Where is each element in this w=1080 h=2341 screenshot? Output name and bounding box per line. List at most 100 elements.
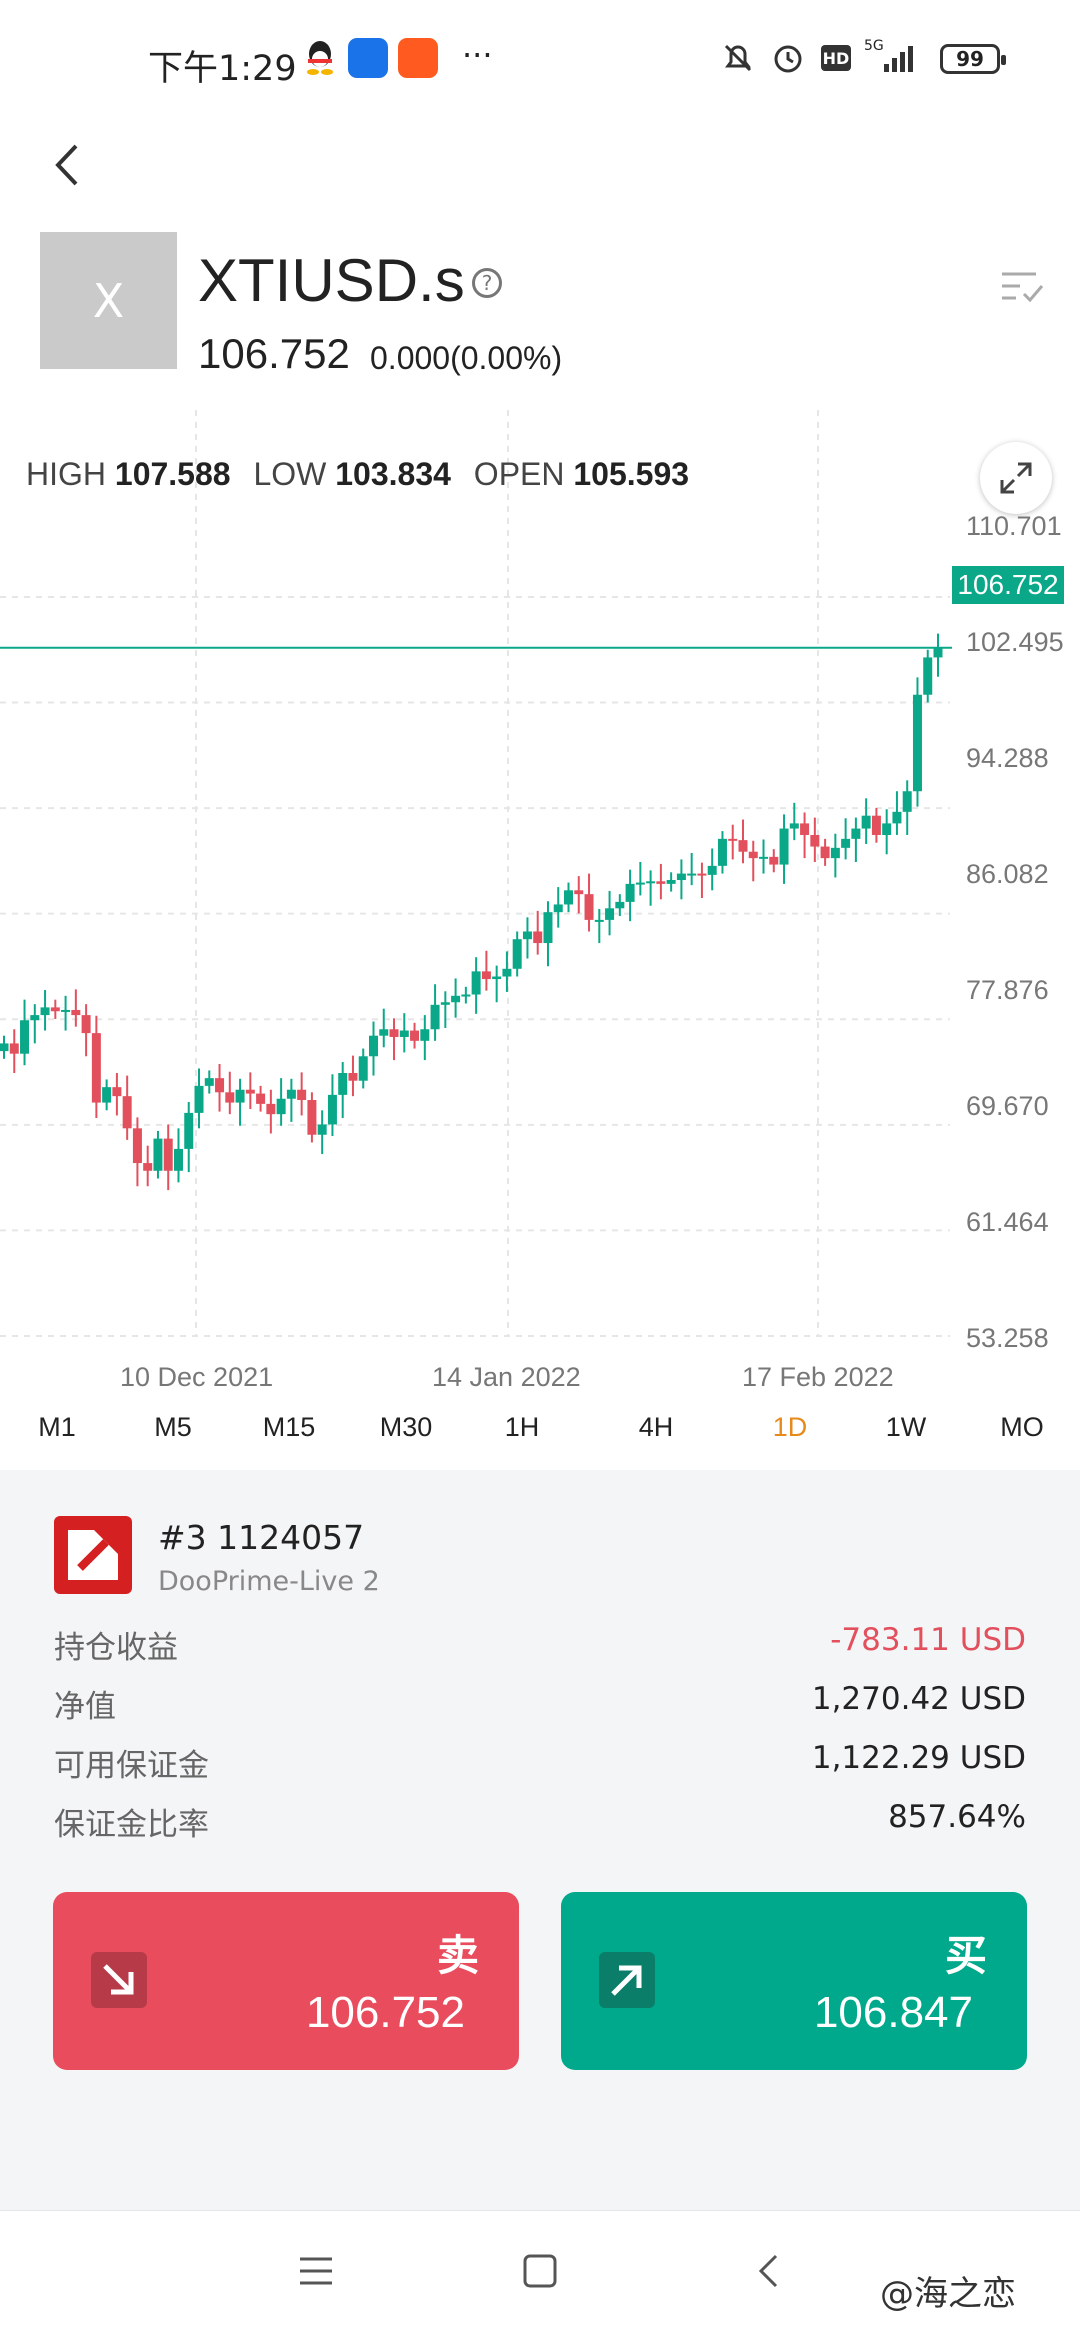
current-price-tag: 106.752	[952, 566, 1064, 604]
candle-body	[769, 856, 779, 865]
instrument-price: 106.752	[198, 330, 350, 377]
account-server: DooPrime-Live 2	[158, 1566, 380, 1597]
back-button[interactable]	[48, 140, 88, 190]
candle-body	[533, 931, 543, 944]
chart-area[interactable]	[0, 410, 1080, 1470]
candle-body	[687, 873, 697, 876]
candle-body	[122, 1096, 132, 1129]
menu-icon[interactable]	[298, 2255, 334, 2291]
y-tick: 86.082	[966, 859, 1049, 889]
timeframe-mo[interactable]: MO	[1000, 1412, 1044, 1442]
candle-body	[522, 931, 532, 940]
fullscreen-button[interactable]	[980, 442, 1052, 514]
status-bar: 下午1:29 ··· HD 5G 99	[0, 0, 1080, 120]
candle-body	[338, 1072, 348, 1095]
candle-body	[379, 1029, 389, 1036]
status-more: ···	[462, 36, 493, 74]
back-nav-icon[interactable]	[756, 2253, 780, 2293]
candle-body	[194, 1085, 204, 1113]
margin-level-label: 保证金比率	[54, 1807, 209, 1843]
candle-body	[564, 890, 574, 905]
timeframe-1h[interactable]: 1H	[504, 1412, 540, 1442]
timeframe-m15[interactable]: M15	[262, 1412, 316, 1442]
candle-body	[830, 847, 840, 859]
candle-body	[215, 1078, 225, 1093]
candlestick-chart[interactable]	[0, 410, 1080, 1470]
expand-icon	[1000, 462, 1032, 494]
candle-body	[861, 815, 871, 829]
high-label: HIGH	[26, 456, 106, 492]
candle-body	[112, 1087, 122, 1097]
candle-body	[71, 1009, 81, 1016]
x-tick: 17 Feb 2022	[742, 1362, 894, 1392]
candle-body	[625, 883, 635, 902]
instrument-header	[0, 120, 1080, 410]
candle-body	[461, 994, 471, 997]
candle-body	[789, 823, 799, 829]
candle-body	[656, 881, 666, 884]
candle-body	[0, 1043, 9, 1052]
instrument-change: 0.000(0.00%)	[370, 340, 563, 376]
candle-body	[820, 846, 830, 859]
floating-pnl-value: -783.11 USD	[830, 1622, 1026, 1658]
margin-level-value: 857.64%	[888, 1799, 1026, 1835]
candle-body	[676, 873, 686, 881]
taobao-icon	[398, 38, 438, 78]
y-tick: 69.670	[966, 1091, 1049, 1121]
candle-body	[933, 647, 943, 658]
arrow-down-right-icon	[91, 1952, 147, 2008]
candle-body	[502, 968, 512, 977]
arrow-up-right-icon	[599, 1952, 655, 2008]
timeframe-4h[interactable]: 4H	[638, 1412, 674, 1442]
candle-body	[738, 840, 748, 852]
candle-body	[410, 1030, 420, 1041]
hd-icon: HD	[818, 38, 854, 78]
signal-icon: 5G	[862, 38, 926, 78]
candle-body	[368, 1035, 378, 1057]
low-label: LOW	[253, 456, 327, 492]
candle-body	[707, 865, 717, 875]
buy-button[interactable]: 买 106.847	[561, 1892, 1027, 2070]
candle-body	[635, 882, 645, 885]
candle-body	[143, 1163, 153, 1171]
y-tick: 110.701	[966, 511, 1062, 541]
broker-logo	[54, 1516, 132, 1594]
sell-price: 106.752	[305, 1988, 465, 2037]
candle-body	[902, 791, 912, 812]
help-icon[interactable]: ?	[472, 268, 502, 298]
candle-body	[594, 919, 604, 922]
candle-body	[841, 838, 851, 848]
candle-body	[399, 1030, 409, 1037]
timeframe-m5[interactable]: M5	[154, 1412, 192, 1442]
home-icon[interactable]	[522, 2253, 558, 2293]
sell-label: 卖	[436, 1931, 479, 1980]
candle-body	[225, 1092, 235, 1103]
battery-indicator: 99	[940, 44, 1006, 74]
free-margin-label: 可用保证金	[54, 1748, 209, 1784]
y-tick: 61.464	[966, 1207, 1049, 1237]
candle-body	[574, 890, 584, 895]
checklist-icon[interactable]	[1000, 268, 1044, 308]
timeframe-m30[interactable]: M30	[379, 1412, 433, 1442]
y-tick: 102.495	[966, 627, 1064, 657]
buy-label: 买	[944, 1931, 987, 1980]
timeframe-1d[interactable]: 1D	[772, 1412, 808, 1442]
candle-body	[430, 1004, 440, 1030]
qq-icon	[300, 38, 340, 78]
candle-body	[440, 1002, 450, 1005]
candle-body	[102, 1087, 112, 1103]
candle-body	[871, 815, 881, 835]
candle-body	[173, 1148, 183, 1171]
candle-body	[492, 976, 502, 980]
open-label: OPEN	[473, 456, 565, 492]
candle-body	[204, 1078, 214, 1086]
candle-body	[584, 894, 594, 920]
candle-body	[358, 1056, 368, 1081]
y-tick: 77.876	[966, 975, 1049, 1005]
chevron-left-icon	[55, 144, 78, 186]
candle-body	[912, 694, 922, 792]
timeframe-m1[interactable]: M1	[38, 1412, 76, 1442]
timeframe-1w[interactable]: 1W	[885, 1412, 927, 1442]
sell-button[interactable]: 卖 106.752	[53, 1892, 519, 2070]
candle-body	[184, 1112, 194, 1149]
